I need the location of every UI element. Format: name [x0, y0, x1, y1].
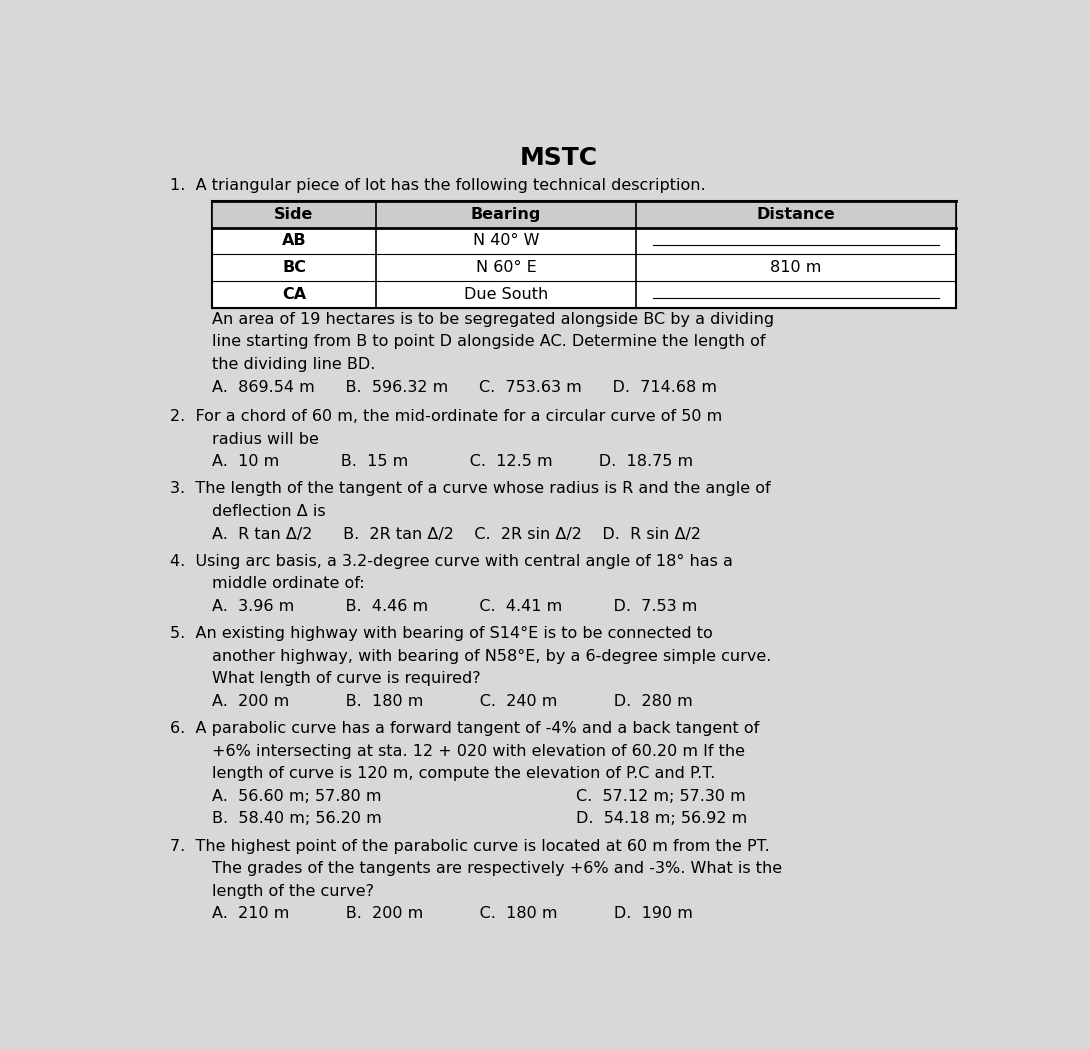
Text: Side: Side — [275, 207, 314, 221]
Text: AB: AB — [281, 234, 306, 249]
Bar — [213, 201, 956, 307]
Text: CA: CA — [282, 286, 306, 302]
Text: 6.  A parabolic curve has a forward tangent of -4% and a back tangent of: 6. A parabolic curve has a forward tange… — [170, 721, 760, 736]
Text: Due South: Due South — [463, 286, 548, 302]
Text: MSTC: MSTC — [520, 146, 597, 170]
Text: A.  210 m           B.  200 m           C.  180 m           D.  190 m: A. 210 m B. 200 m C. 180 m D. 190 m — [213, 906, 693, 921]
Text: length of the curve?: length of the curve? — [213, 884, 374, 899]
Text: BC: BC — [282, 260, 306, 275]
Text: deflection Δ is: deflection Δ is — [213, 504, 326, 519]
Text: Distance: Distance — [756, 207, 835, 221]
Text: 5.  An existing highway with bearing of S14°E is to be connected to: 5. An existing highway with bearing of S… — [170, 626, 713, 641]
Text: line starting from B to point D alongside AC. Determine the length of: line starting from B to point D alongsid… — [213, 335, 766, 349]
Text: What length of curve is required?: What length of curve is required? — [213, 671, 481, 686]
Text: A.  10 m            B.  15 m            C.  12.5 m         D.  18.75 m: A. 10 m B. 15 m C. 12.5 m D. 18.75 m — [213, 454, 693, 469]
Text: C.  57.12 m; 57.30 m: C. 57.12 m; 57.30 m — [576, 789, 746, 804]
Text: The grades of the tangents are respectively +6% and -3%. What is the: The grades of the tangents are respectiv… — [213, 861, 783, 876]
Text: +6% intersecting at sta. 12 + 020 with elevation of 60.20 m If the: +6% intersecting at sta. 12 + 020 with e… — [213, 744, 746, 758]
Text: 4.  Using arc basis, a 3.2-degree curve with central angle of 18° has a: 4. Using arc basis, a 3.2-degree curve w… — [170, 554, 732, 569]
Text: B.  58.40 m; 56.20 m: B. 58.40 m; 56.20 m — [213, 812, 382, 827]
Text: An area of 19 hectares is to be segregated alongside BC by a dividing: An area of 19 hectares is to be segregat… — [213, 312, 774, 326]
Text: 7.  The highest point of the parabolic curve is located at 60 m from the PT.: 7. The highest point of the parabolic cu… — [170, 838, 770, 854]
Text: D.  54.18 m; 56.92 m: D. 54.18 m; 56.92 m — [576, 812, 747, 827]
Text: length of curve is 120 m, compute the elevation of P.C and P.T.: length of curve is 120 m, compute the el… — [213, 766, 716, 782]
Text: middle ordinate of:: middle ordinate of: — [213, 576, 365, 592]
Text: A.  R tan Δ/2      B.  2R tan Δ/2    C.  2R sin Δ/2    D.  R sin Δ/2: A. R tan Δ/2 B. 2R tan Δ/2 C. 2R sin Δ/2… — [213, 527, 701, 541]
Text: A.  3.96 m          B.  4.46 m          C.  4.41 m          D.  7.53 m: A. 3.96 m B. 4.46 m C. 4.41 m D. 7.53 m — [213, 599, 698, 614]
Text: 1.  A triangular piece of lot has the following technical description.: 1. A triangular piece of lot has the fol… — [170, 178, 705, 193]
Text: A.  869.54 m      B.  596.32 m      C.  753.63 m      D.  714.68 m: A. 869.54 m B. 596.32 m C. 753.63 m D. 7… — [213, 380, 717, 394]
Bar — [213, 201, 956, 228]
Text: 3.  The length of the tangent of a curve whose radius is R and the angle of: 3. The length of the tangent of a curve … — [170, 481, 771, 496]
Text: the dividing line BD.: the dividing line BD. — [213, 357, 376, 372]
Text: another highway, with bearing of N58°E, by a 6-degree simple curve.: another highway, with bearing of N58°E, … — [213, 648, 772, 664]
Text: A.  56.60 m; 57.80 m: A. 56.60 m; 57.80 m — [213, 789, 382, 804]
Text: N 60° E: N 60° E — [475, 260, 536, 275]
Text: A.  200 m           B.  180 m           C.  240 m           D.  280 m: A. 200 m B. 180 m C. 240 m D. 280 m — [213, 693, 693, 709]
Text: Bearing: Bearing — [471, 207, 541, 221]
Text: radius will be: radius will be — [213, 431, 319, 447]
Text: 810 m: 810 m — [771, 260, 822, 275]
Text: N 40° W: N 40° W — [473, 234, 540, 249]
Text: 2.  For a chord of 60 m, the mid-ordinate for a circular curve of 50 m: 2. For a chord of 60 m, the mid-ordinate… — [170, 409, 723, 424]
